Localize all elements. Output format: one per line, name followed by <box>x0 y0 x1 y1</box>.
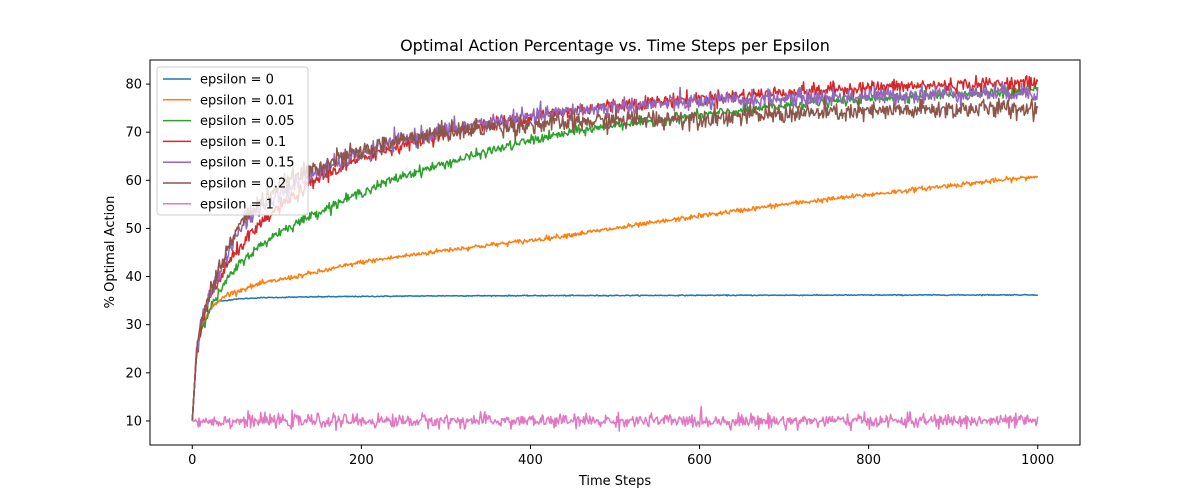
series-line-5 <box>191 96 1039 421</box>
legend-label: epsilon = 0.05 <box>200 114 295 129</box>
y-tick-label: 40 <box>125 270 142 285</box>
legend-label: epsilon = 1 <box>200 197 274 212</box>
y-axis-label: % Optimal Action <box>103 196 118 309</box>
x-tick-label: 800 <box>856 453 881 468</box>
x-ticks: 0 200 400 600 800 1000 <box>188 445 1054 468</box>
x-tick-label: 400 <box>518 453 543 468</box>
x-tick-label: 200 <box>349 453 374 468</box>
x-axis-label: Time Steps <box>578 474 652 489</box>
chart-title: Optimal Action Percentage vs. Time Steps… <box>400 36 830 55</box>
legend-label: epsilon = 0.1 <box>200 135 286 150</box>
legend-box <box>156 66 309 216</box>
y-tick-label: 80 <box>125 78 142 93</box>
legend-label: epsilon = 0.15 <box>200 156 295 171</box>
series-line-6 <box>192 405 1039 432</box>
series-line-0 <box>191 293 1039 421</box>
y-tick-label: 10 <box>125 414 142 429</box>
y-tick-label: 50 <box>125 222 142 237</box>
x-tick-label: 0 <box>188 453 196 468</box>
x-tick-label: 1000 <box>1021 453 1054 468</box>
legend-label: epsilon = 0 <box>200 73 274 88</box>
series-layer <box>191 74 1039 432</box>
y-tick-label: 60 <box>125 174 142 189</box>
legend-label: epsilon = 0.2 <box>200 177 286 192</box>
legend: epsilon = 0 epsilon = 0.01 epsilon = 0.05 e… <box>156 66 309 216</box>
y-tick-label: 30 <box>125 318 142 333</box>
axes-frame <box>149 59 1081 446</box>
y-tick-label: 20 <box>125 366 142 381</box>
x-tick-label: 600 <box>687 453 712 468</box>
y-tick-label: 70 <box>125 126 142 141</box>
series-line-4 <box>191 80 1039 421</box>
series-line-1 <box>191 175 1039 421</box>
y-ticks: 10 20 30 40 50 60 70 80 <box>125 78 150 429</box>
legend-label: epsilon = 0.01 <box>200 93 295 108</box>
